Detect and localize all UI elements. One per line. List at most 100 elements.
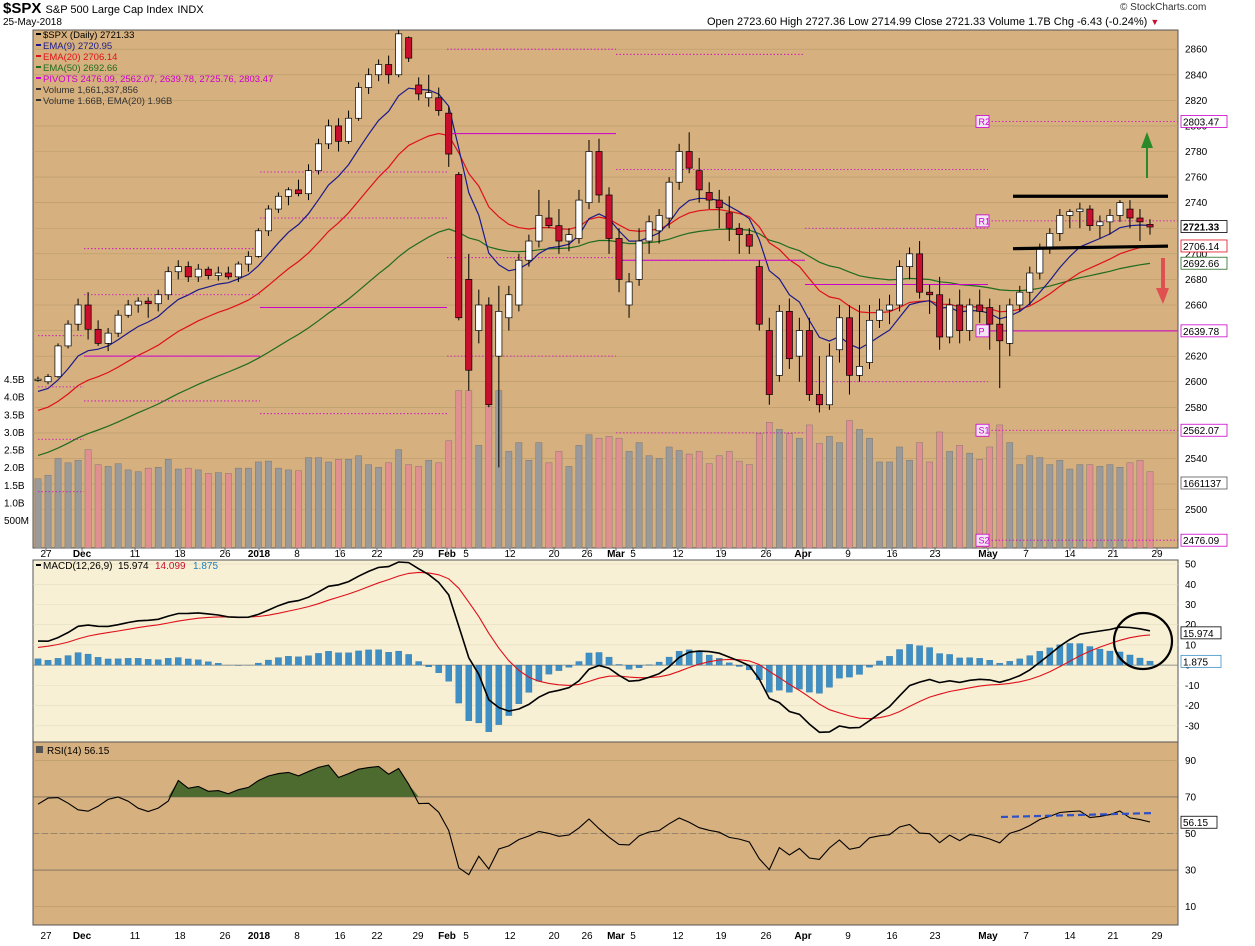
volume-bar	[485, 406, 493, 549]
rsi-value-tag	[1180, 815, 1218, 829]
candle-body	[164, 271, 172, 296]
macd-histogram-bar	[285, 656, 292, 666]
macd-histogram-bar	[1006, 661, 1014, 666]
rsi-tick-label: 10	[1185, 902, 1197, 913]
volume-bar	[215, 472, 222, 549]
volume-bar	[44, 474, 52, 549]
x-axis-label: 23	[929, 549, 941, 560]
candle-body	[345, 117, 353, 142]
candle-body	[204, 268, 212, 276]
macd-histogram-bar	[355, 650, 362, 666]
volume-bar	[545, 462, 553, 549]
macd-legend-value: 15.974	[118, 561, 149, 572]
x-axis-label: 29	[412, 931, 424, 942]
x-axis-label: 5	[630, 931, 636, 942]
x-axis-label: 12	[504, 931, 516, 942]
macd-histogram-bar	[305, 655, 312, 666]
macd-histogram-bar	[104, 658, 112, 666]
candle-body	[705, 192, 713, 201]
candle-body	[305, 170, 312, 195]
candle-body	[886, 304, 893, 311]
candle-body	[745, 234, 753, 247]
candle-body	[485, 304, 493, 406]
pivot-tag	[975, 115, 990, 128]
x-axis-label: May	[978, 931, 998, 942]
price-value-tag	[1180, 476, 1228, 490]
candle-body	[1066, 211, 1074, 216]
macd-histogram-bar	[265, 659, 272, 666]
macd-histogram-bar	[876, 660, 883, 666]
macd-histogram-bar	[185, 658, 192, 666]
candle-body	[104, 332, 112, 344]
candle-body	[585, 151, 593, 204]
macd-line	[37, 561, 1151, 734]
candle-body	[375, 64, 383, 76]
candle-body	[1016, 291, 1024, 306]
x-axis-label: 18	[174, 549, 186, 560]
candle-body	[525, 240, 533, 261]
volume-bar	[886, 461, 893, 549]
volume-bar	[194, 469, 202, 549]
volume-bar	[395, 449, 402, 549]
volume-bar	[295, 470, 302, 549]
macd-histogram-bar	[565, 665, 573, 668]
volume-tick-label: 1.0B	[4, 498, 25, 509]
macd-histogram-bar	[625, 665, 633, 670]
candle-body	[465, 279, 473, 371]
macd-histogram-bar	[1036, 651, 1044, 666]
candle-body	[114, 314, 122, 334]
volume-bar	[445, 440, 453, 549]
price-value-tag	[1180, 423, 1228, 437]
x-axis-label: 2018	[248, 549, 271, 560]
macd-histogram-bar	[435, 665, 442, 673]
macd-tick-label: -20	[1185, 701, 1200, 712]
x-axis-label: Feb	[438, 549, 456, 560]
macd-histogram-bar	[1106, 650, 1114, 666]
candle-body	[405, 37, 413, 59]
macd-histogram-bar	[405, 654, 412, 666]
macd-histogram-bar	[465, 665, 473, 721]
volume-bar	[525, 459, 533, 549]
macd-histogram-bar	[1146, 660, 1154, 666]
candle-body	[795, 330, 803, 357]
rsi-line	[37, 764, 1151, 876]
macd-histogram-bar	[996, 662, 1003, 666]
candle-body	[94, 328, 102, 344]
macd-histogram-bar	[255, 662, 262, 666]
chart-title: $SPX S&P 500 Large Cap Index INDX	[3, 0, 204, 17]
price-tick-label: 2660	[1185, 300, 1208, 311]
volume-bar	[705, 463, 713, 549]
volume-bar	[936, 431, 943, 549]
candle-body	[615, 238, 623, 280]
x-axis-label: 5	[630, 549, 636, 560]
macd-histogram-bar	[425, 665, 432, 668]
candle-body	[194, 268, 202, 278]
volume-bar	[926, 461, 933, 549]
volume-bar	[916, 442, 923, 549]
x-axis-label: 26	[581, 549, 593, 560]
x-axis-label: 22	[371, 931, 383, 942]
candle-body	[124, 304, 132, 316]
volume-bar	[555, 451, 563, 549]
candle-body	[274, 195, 282, 210]
x-axis-label: 16	[886, 549, 898, 560]
volume-tick-label: 4.5B	[4, 375, 25, 386]
macd-histogram-bar	[94, 657, 102, 666]
candle-body	[996, 323, 1004, 342]
pivot-tag-label: R1	[979, 216, 991, 226]
volume-bar	[595, 437, 603, 549]
candle-body	[565, 234, 573, 242]
volume-bar	[305, 457, 312, 549]
x-axis-label: 19	[715, 931, 727, 942]
candle-body	[956, 304, 964, 331]
candle-body	[595, 151, 603, 196]
candle-body	[244, 256, 252, 265]
volume-bar	[735, 460, 743, 549]
macd-histogram-bar	[976, 658, 983, 666]
candle-body	[735, 227, 743, 235]
macd-histogram-bar	[966, 657, 973, 666]
price-panel	[32, 29, 1179, 549]
candle-body	[154, 294, 162, 305]
candle-body	[1006, 304, 1014, 344]
rsi-trendline	[1000, 811, 1156, 819]
